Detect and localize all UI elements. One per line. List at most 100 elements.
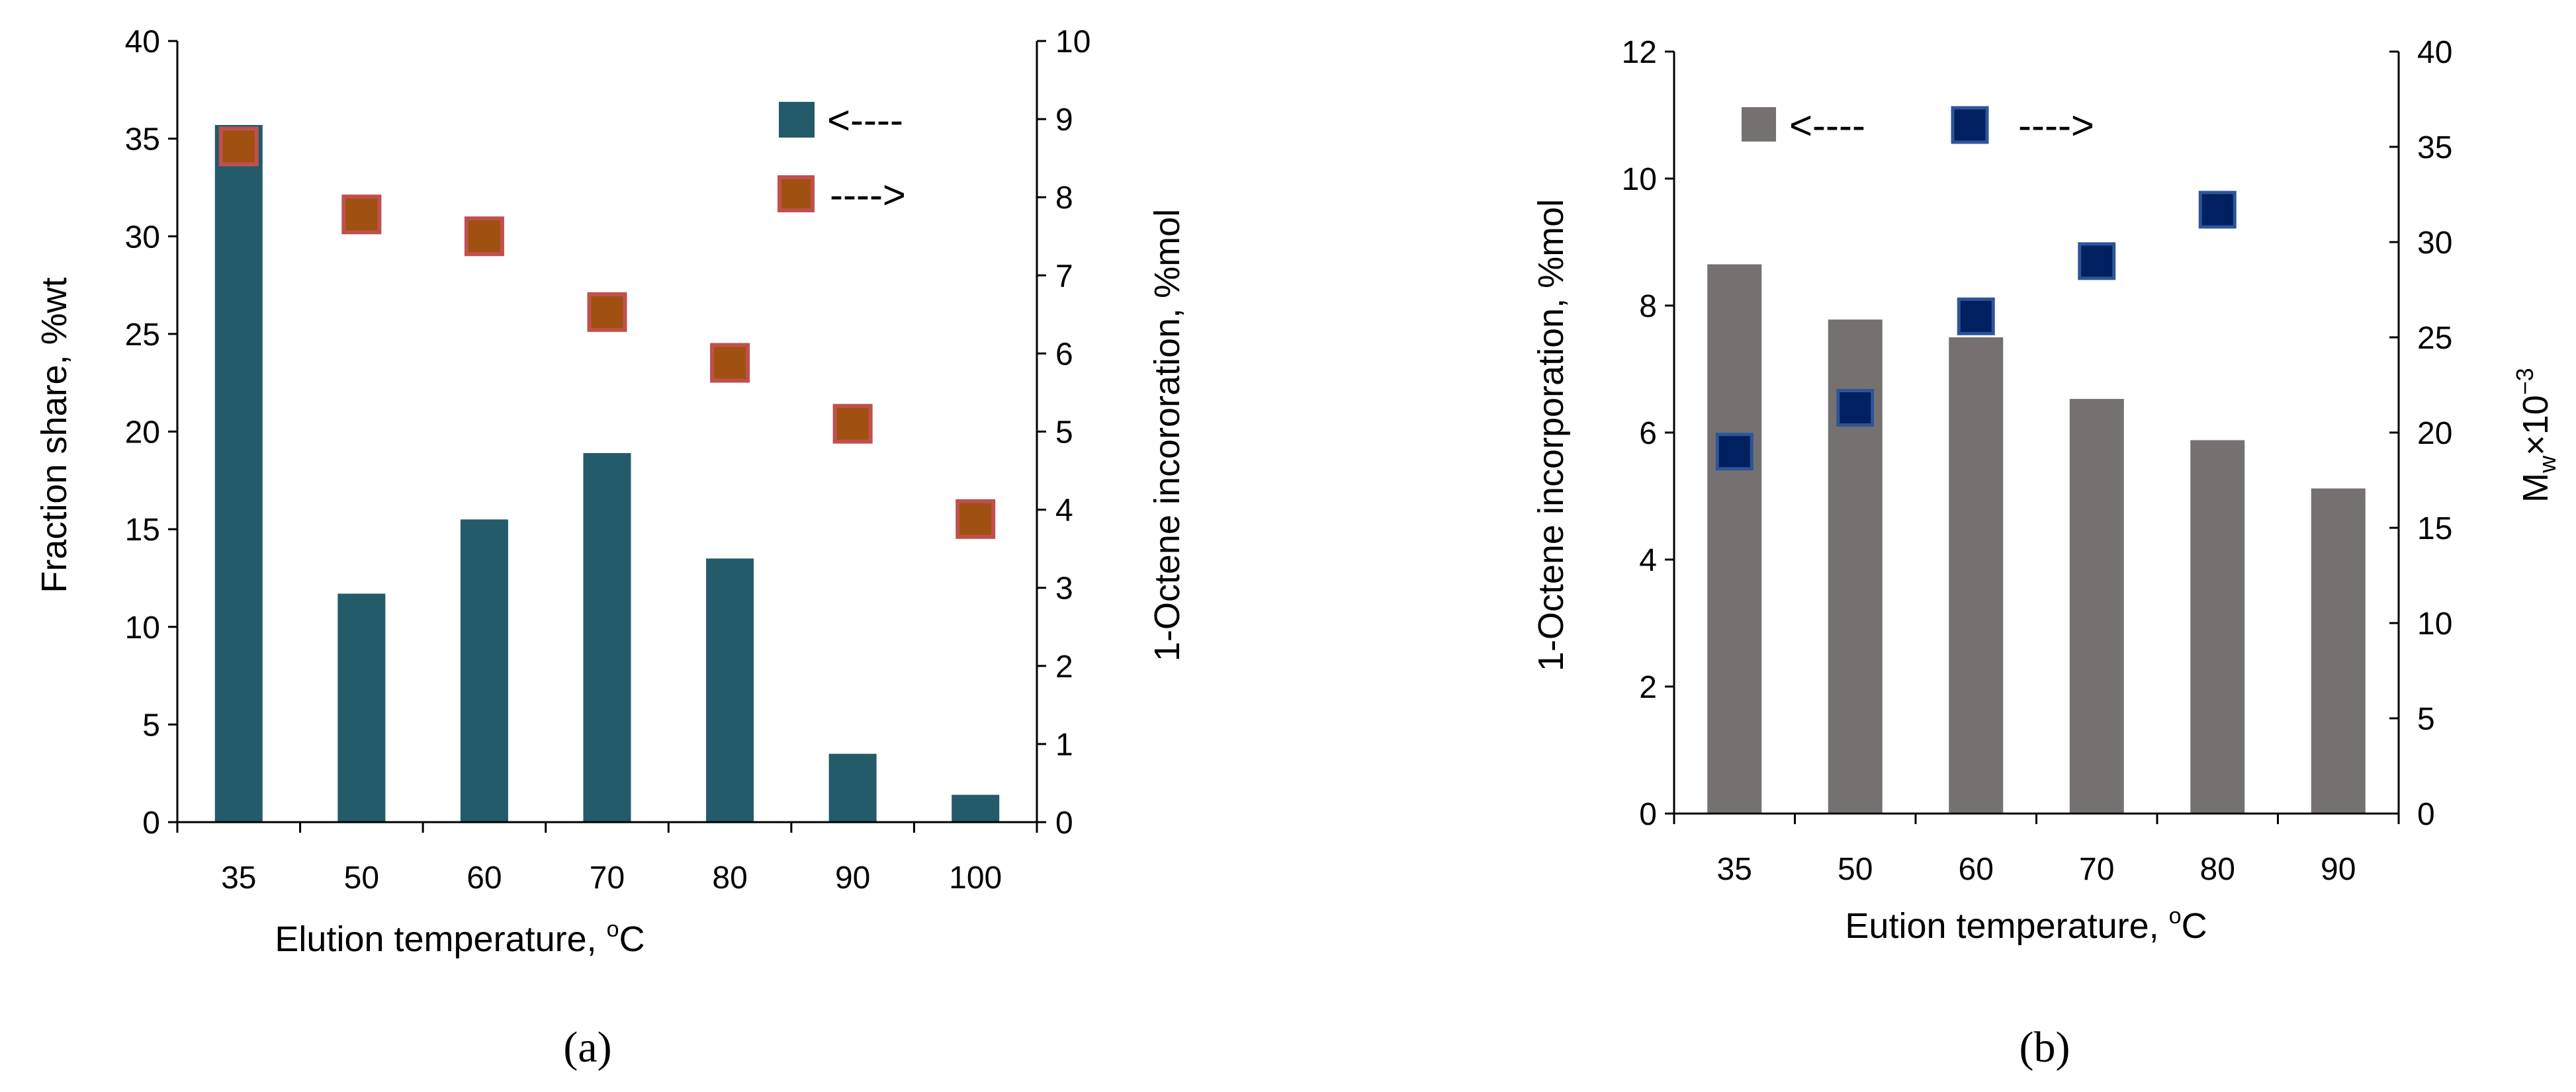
panel-a-left-tick-label: 40 — [125, 24, 160, 60]
panel-b-chart: Eution temperature, oC 1-Octene incorpor… — [1531, 35, 2561, 1071]
panel-a-legend: <---- ----> — [777, 98, 906, 217]
panel-a-right-axis-title: 1-Octene incororation, %mol — [1147, 209, 1187, 661]
panel-b-left-tick-label: 10 — [1622, 162, 1657, 197]
panel-a-right-tick-label: 9 — [1055, 103, 1073, 138]
panel-a-legend-bar-label: <---- — [827, 98, 903, 142]
panel-b-right-tick-label: 15 — [2417, 511, 2452, 546]
panel-b-right-tick-label: 30 — [2417, 226, 2452, 261]
panel-a-bar-60 — [460, 519, 508, 822]
panel-a-marker-35 — [218, 126, 259, 167]
panel-a-right-tick-label: 1 — [1055, 728, 1073, 763]
panel-b-left-tick-label: 8 — [1639, 289, 1657, 324]
panel-a-left-tick-label: 0 — [142, 806, 160, 841]
panel-a-legend-marker-label: ----> — [830, 173, 906, 217]
panel-a-right-tick-label: 4 — [1055, 493, 1073, 528]
panel-a-bar-80 — [706, 558, 754, 822]
panel-a-markers — [218, 126, 996, 539]
panel-a-right-tick-label: 6 — [1055, 337, 1073, 372]
panel-a-left-tick-label: 20 — [125, 415, 160, 450]
panel-b-right-tick-label: 25 — [2417, 321, 2452, 356]
panel-a-bar-90 — [828, 753, 877, 822]
panel-a-axes: 0 5 10 15 20 25 30 35 40 0 1 2 3 4 5 6 7 8 9 10 35 50 60 70 80 90… — [125, 24, 1091, 896]
panel-b-right-tick-label: 20 — [2417, 416, 2452, 451]
panel-b-left-tick-label: 2 — [1639, 670, 1657, 705]
panel-a-left-axis-title: Fraction share, %wt — [34, 277, 74, 593]
panel-b-legend-bar-swatch — [1742, 107, 1776, 142]
panel-b-markers — [1715, 190, 2237, 471]
panel-a-left-tick-label: 5 — [142, 708, 160, 743]
panel-b-right-tick-label: 0 — [2417, 797, 2435, 832]
panel-a-left-tick-label: 25 — [125, 317, 160, 353]
panel-a-left-tick-label: 10 — [125, 610, 160, 646]
panel-a-x-axis-title: Elution temperature, oC — [275, 917, 644, 959]
panel-a-bars — [214, 124, 1000, 822]
panel-a-legend-bar-swatch — [779, 102, 815, 138]
panel-a-right-tick-label: 0 — [1055, 806, 1073, 841]
panel-a-bar-50 — [337, 593, 386, 822]
panel-a-right-tick-label: 3 — [1055, 571, 1073, 607]
panel-b-legend-marker-swatch — [1951, 106, 1989, 144]
panel-a-x-tick-label: 35 — [221, 861, 256, 896]
panel-a-marker-90 — [832, 403, 873, 444]
panel-a-x-tick-label: 90 — [835, 861, 870, 896]
panel-a-right-tick-label: 8 — [1055, 181, 1073, 216]
panel-a-x-tick-label: 100 — [949, 861, 1002, 896]
panel-a-left-tick-label: 30 — [125, 220, 160, 255]
panel-a-bar-70 — [583, 452, 631, 822]
panel-a-marker-80 — [710, 343, 750, 383]
panel-a-x-tick-label: 70 — [590, 861, 625, 896]
panel-b-bars — [1707, 264, 2366, 814]
panel-a-right-tick-label: 10 — [1055, 24, 1090, 60]
panel-b-axes: 0 2 4 6 8 10 12 0 5 10 15 20 25 30 35 40 35 50 60 70 80 90 — [1622, 35, 2453, 887]
panel-b-right-tick-label: 40 — [2417, 35, 2452, 70]
panel-b-x-tick-label: 50 — [1838, 852, 1873, 887]
panel-b-right-tick-label: 10 — [2417, 607, 2452, 642]
panel-a-x-tick-label: 80 — [712, 861, 747, 896]
panel-a-label: (a) — [563, 1023, 611, 1071]
panel-b-x-tick-label: 70 — [2079, 852, 2114, 887]
panel-a-right-tick-label: 5 — [1055, 415, 1073, 450]
panel-b-marker-50 — [1836, 389, 1875, 427]
panel-a-bar-100 — [952, 794, 1000, 822]
panel-b-left-tick-label: 0 — [1639, 797, 1657, 832]
panel-b-bar-90 — [2311, 488, 2366, 814]
panel-b-legend-marker-label: ----> — [2018, 103, 2094, 147]
panel-b-right-tick-label: 5 — [2417, 702, 2435, 737]
panel-b-right-tick-label: 35 — [2417, 130, 2452, 165]
panel-b-bar-80 — [2190, 440, 2245, 814]
panel-b-left-tick-label: 12 — [1622, 35, 1657, 70]
panel-a-marker-100 — [955, 499, 996, 539]
panel-b-x-tick-label: 90 — [2321, 852, 2356, 887]
panel-a-chart: Elution temperature, oC Fraction share, … — [34, 24, 1187, 1071]
panel-b-legend: <---- ----> — [1742, 103, 2094, 147]
panel-a-x-tick-label: 50 — [344, 861, 379, 896]
panel-a-marker-50 — [341, 194, 382, 235]
panel-b-x-axis-title: Eution temperature, oC — [1845, 903, 2207, 946]
panel-a-right-tick-label: 2 — [1055, 650, 1073, 685]
panel-a-left-tick-label: 15 — [125, 513, 160, 548]
panel-a-marker-60 — [464, 216, 504, 257]
panel-a-marker-70 — [587, 292, 627, 332]
panel-a-bar-35 — [214, 124, 263, 822]
panel-b-marker-80 — [2198, 190, 2237, 229]
panel-b-label: (b) — [2020, 1023, 2070, 1071]
panel-b-left-tick-label: 6 — [1639, 416, 1657, 451]
panel-b-marker-60 — [1957, 297, 1995, 335]
panel-a-x-tick-label: 60 — [466, 861, 502, 896]
panel-b-marker-35 — [1715, 433, 1754, 471]
panel-b-bar-70 — [2069, 399, 2124, 814]
panel-b-right-axis-title: Mw×10−3 — [2511, 368, 2561, 503]
panel-b-marker-70 — [2078, 242, 2116, 280]
panel-a-legend-marker-swatch — [777, 175, 815, 212]
panel-b-x-tick-label: 80 — [2200, 852, 2235, 887]
panel-b-x-tick-label: 60 — [1959, 852, 1994, 887]
panel-a-left-tick-label: 35 — [125, 122, 160, 157]
panel-b-x-tick-label: 35 — [1717, 852, 1752, 887]
panel-a-right-tick-label: 7 — [1055, 259, 1073, 294]
panel-b-bar-60 — [1949, 337, 2004, 814]
panel-b-left-tick-label: 4 — [1639, 543, 1657, 578]
panel-b-bar-35 — [1707, 264, 1762, 814]
panel-b-legend-bar-label: <---- — [1789, 103, 1865, 147]
